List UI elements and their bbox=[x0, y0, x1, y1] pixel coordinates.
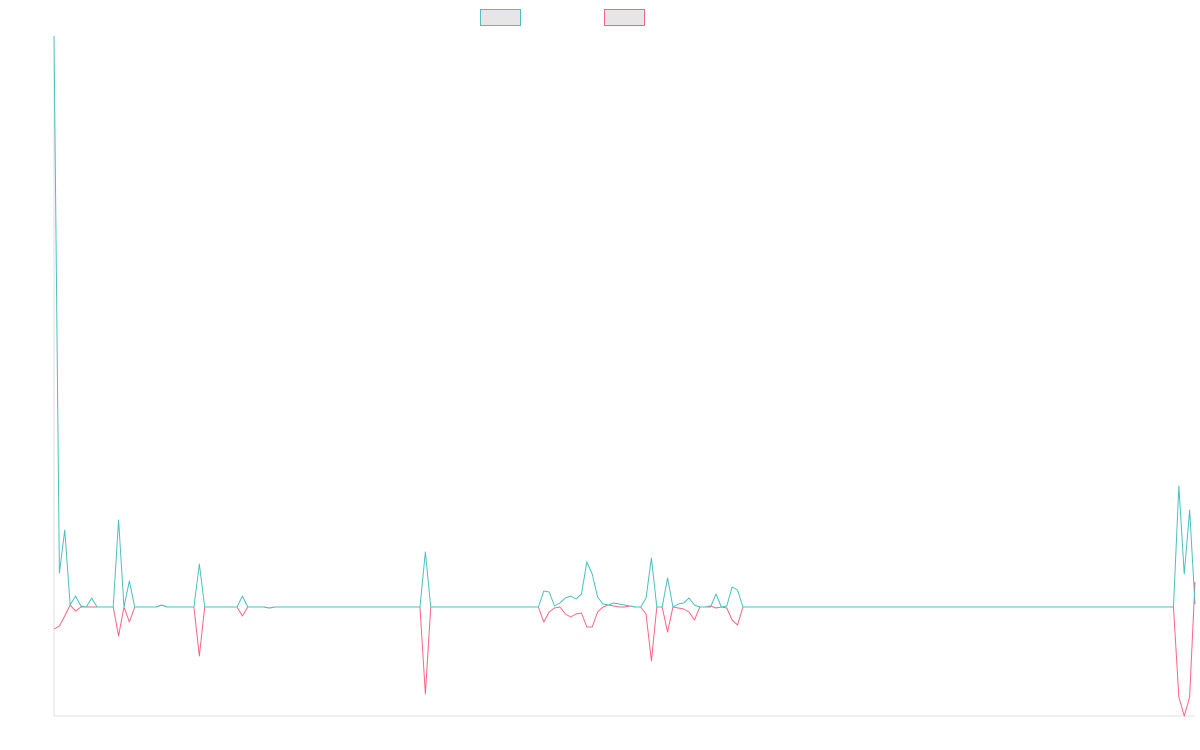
series-line bbox=[53, 35, 1196, 609]
series-line bbox=[53, 581, 1196, 717]
legend-swatch bbox=[480, 9, 521, 26]
legend-swatch bbox=[604, 9, 645, 26]
